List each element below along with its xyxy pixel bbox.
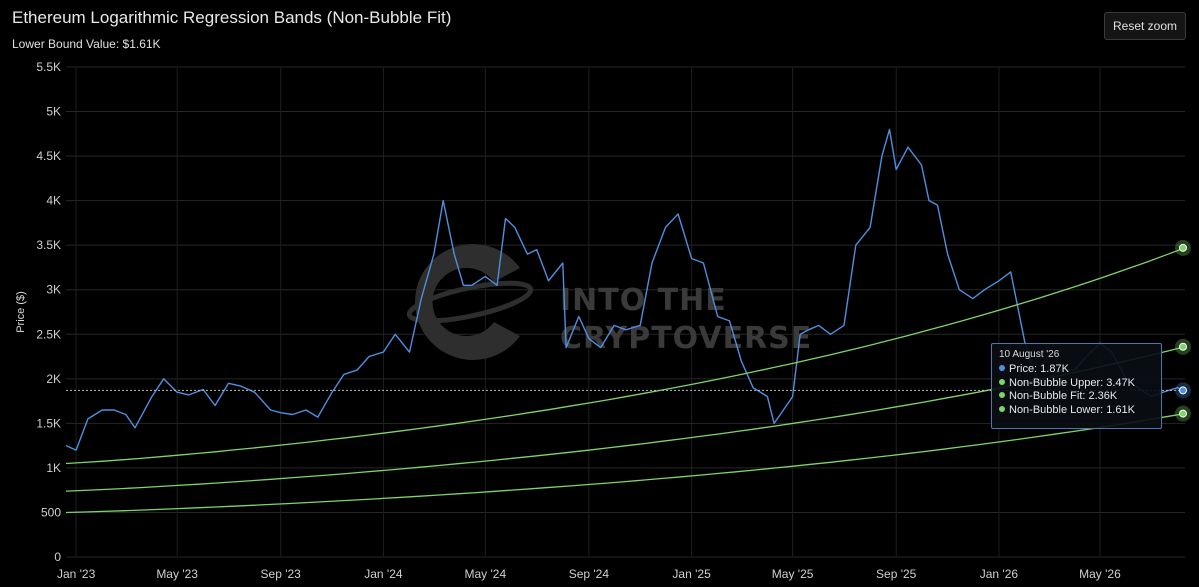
y-tick-label: 3K xyxy=(46,283,61,297)
x-tick-label: Sep '23 xyxy=(261,567,302,581)
x-tick-label: Sep '25 xyxy=(876,567,917,581)
hover-marker-fit xyxy=(1179,342,1187,351)
x-tick-label: May '23 xyxy=(156,567,198,581)
tooltip-upper-label: Non-Bubble Upper: 3.47K xyxy=(1009,376,1135,389)
x-tick-label: Jan '23 xyxy=(57,567,96,581)
hover-markers xyxy=(1175,239,1191,422)
y-tick-label: 4.5K xyxy=(36,149,61,163)
tooltip-date: 10 August '26 xyxy=(999,349,1060,360)
x-tick-label: May '24 xyxy=(464,567,506,581)
hover-marker-lower xyxy=(1179,409,1187,418)
y-axis-label: Price ($) xyxy=(15,291,27,333)
y-tick-label: 2.5K xyxy=(36,327,61,341)
watermark-logo: INTO THE CRYPTOVERSE xyxy=(406,244,812,361)
tooltip-dot-lower xyxy=(999,405,1005,412)
watermark-icon xyxy=(406,244,534,361)
watermark-text-line1: INTO THE xyxy=(560,283,727,318)
series-line-non-bubble-upper xyxy=(65,247,1186,465)
y-tick-label: 3.5K xyxy=(36,238,61,252)
y-tick-label: 1.5K xyxy=(36,416,61,430)
tooltip-dot-upper xyxy=(999,378,1005,385)
x-tick-label: Jan '25 xyxy=(672,567,711,581)
reset-zoom-button[interactable]: Reset zoom xyxy=(1104,12,1186,40)
hover-marker-price xyxy=(1179,386,1187,395)
hover-marker-upper xyxy=(1179,243,1187,252)
x-tick-label: Jan '26 xyxy=(980,567,1019,581)
tooltip-lower-label: Non-Bubble Lower: 1.61K xyxy=(1009,403,1135,416)
x-tick-label: May '26 xyxy=(1079,567,1121,581)
tooltip-dot-price xyxy=(999,365,1005,371)
y-tick-label: 1K xyxy=(46,461,61,475)
series-line-price xyxy=(65,128,1186,451)
y-tick-label: 2K xyxy=(46,372,61,386)
hover-tooltip: 10 August '26 Price: 1.87K Non-Bubble Up… xyxy=(991,343,1162,429)
y-tick-label: 5K xyxy=(46,105,61,119)
y-tick-label: 5.5K xyxy=(36,60,61,74)
y-tick-label: 4K xyxy=(46,194,61,208)
tooltip-price-label: Price: 1.87K xyxy=(1009,363,1069,375)
tooltip-fit-label: Non-Bubble Fit: 2.36K xyxy=(1009,390,1118,402)
x-tick-label: Jan '24 xyxy=(364,567,403,581)
grid-lines xyxy=(66,66,1185,558)
tooltip-row-lower: Non-Bubble Lower: 1.61K xyxy=(999,404,1154,418)
series-line-non-bubble-lower xyxy=(65,412,1186,514)
x-tick-label: Sep '24 xyxy=(569,567,610,581)
tooltip-dot-fit xyxy=(999,392,1005,398)
tooltip-row-fit: Non-Bubble Fit: 2.36K xyxy=(999,390,1154,404)
tooltip-row-price: Price: 1.87K xyxy=(999,363,1154,377)
watermark-text-line2: CRYPTOVERSE xyxy=(560,321,812,356)
chart-subtitle: Lower Bound Value: $1.61K xyxy=(12,37,161,51)
x-axis-ticks: Jan '23 May '23 Sep '23 Jan '24 May '24 Sep '… xyxy=(57,567,1121,581)
y-tick-label: 0 xyxy=(54,550,61,564)
y-tick-label: 500 xyxy=(41,505,61,519)
tooltip-row-upper: Non-Bubble Upper: 3.47K xyxy=(999,377,1154,391)
y-axis-ticks: 0 500 1K 1.5K 2K 2.5K 3K 3.5K 4K 4.5K 5K 5.5K xyxy=(36,60,61,564)
x-tick-label: May '25 xyxy=(772,567,814,581)
chart-title: Ethereum Logarithmic Regression Bands (N… xyxy=(12,8,452,27)
